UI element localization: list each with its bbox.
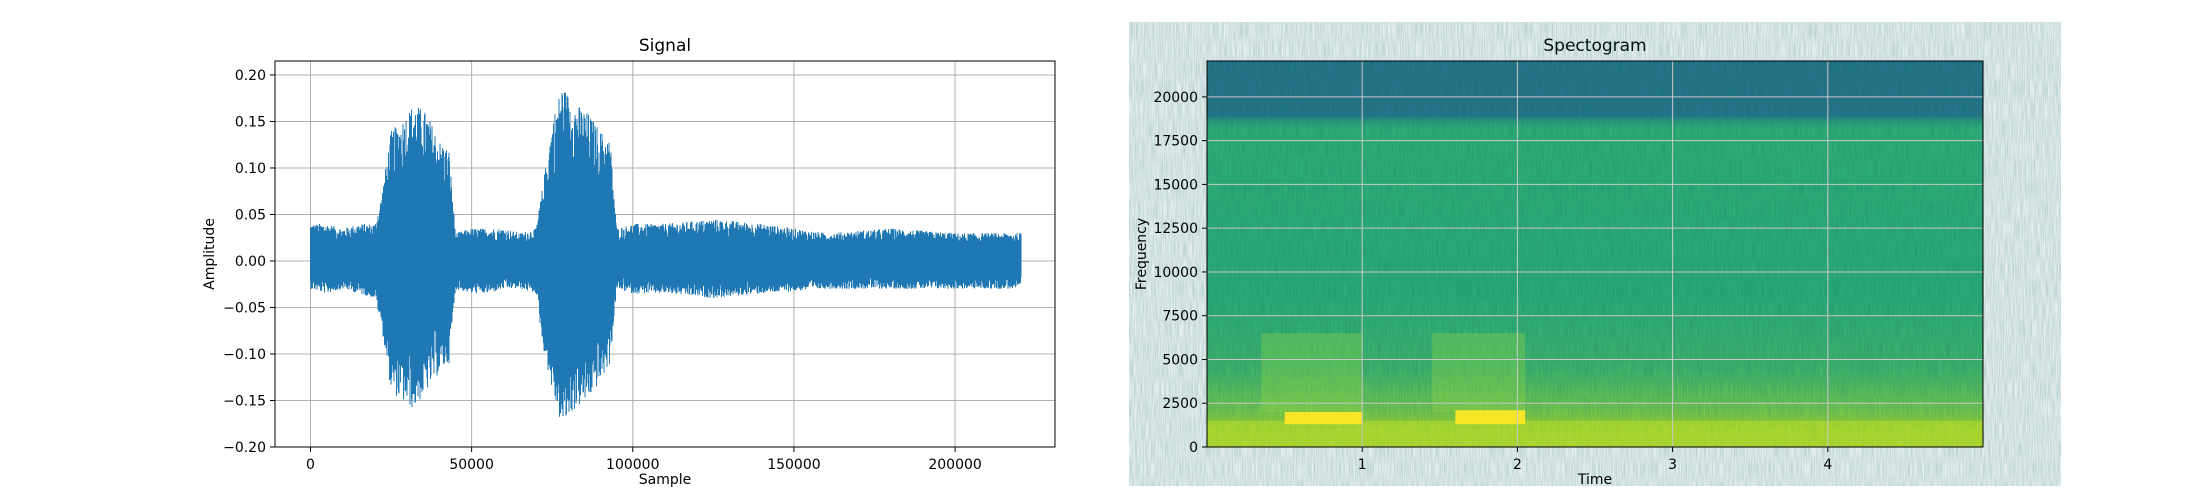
- spectrogram-y-tick-label: 5000: [1162, 352, 1198, 368]
- signal-x-axis: 0 50000 100000 150000 200000: [306, 447, 982, 473]
- signal-y-tick-label: 0.00: [235, 254, 266, 270]
- spectrogram-title: Spectogram: [1543, 36, 1646, 56]
- spectrogram-x-tick-label: 3: [1668, 457, 1677, 473]
- spectrogram-y-axis: 0 2500 5000 7500 10000 12500 15000 17500 20000: [1153, 90, 1207, 456]
- spectrogram-x-tick-label: 1: [1358, 457, 1367, 473]
- signal-y-tick-label: 0.05: [235, 207, 266, 223]
- spectrogram-hot-region: [1455, 410, 1526, 425]
- spectrogram-grid: [1207, 61, 1983, 448]
- signal-title: Signal: [639, 36, 691, 56]
- signal-waveform: [310, 92, 1022, 417]
- signal-y-tick-label: −0.20: [223, 440, 266, 456]
- signal-y-tick-label: −0.10: [223, 347, 266, 363]
- spectrogram-y-tick-label: 0: [1189, 440, 1198, 456]
- signal-y-label: Amplitude: [202, 218, 218, 290]
- spectrogram-harmonic-region: [1432, 333, 1526, 412]
- spectrogram-y-tick-label: 15000: [1153, 177, 1198, 193]
- spectrogram-image: [1207, 61, 1983, 447]
- signal-x-tick-label: 200000: [928, 457, 981, 473]
- spectrogram-y-label: Frequency: [1134, 218, 1150, 290]
- signal-x-tick-label: 50000: [449, 457, 494, 473]
- signal-x-tick-label: 100000: [606, 457, 659, 473]
- signal-y-tick-label: −0.15: [223, 393, 266, 409]
- spectrogram-hot-regions: [1207, 333, 1983, 447]
- signal-x-tick-label: 150000: [767, 457, 820, 473]
- spectrogram-y-tick-label: 12500: [1153, 221, 1198, 237]
- spectrogram-x-axis: 1 2 3 4: [1358, 447, 1832, 473]
- signal-chart: Signal 0 50000 100000 150000 200000 −0.20−0.…: [202, 36, 1056, 488]
- spectrogram-y-tick-label: 7500: [1162, 309, 1198, 325]
- spectrogram-low-band: [1207, 420, 1983, 447]
- spectrogram-x-tick-label: 4: [1823, 457, 1832, 473]
- spectrogram-y-tick-label: 20000: [1153, 90, 1198, 106]
- spectrogram-texture: [1207, 61, 1983, 447]
- spectrogram-harmonic-region: [1261, 333, 1363, 412]
- signal-axes-frame: [274, 60, 1056, 448]
- spectrogram-hot-region: [1284, 411, 1363, 425]
- signal-y-tick-label: 0.15: [235, 114, 266, 130]
- signal-y-axis: −0.20 −0.15 −0.10 −0.05 0.00 0.05 0.10 0.15 0.20: [223, 68, 275, 456]
- signal-x-tick-label: 0: [306, 457, 315, 473]
- spectrogram-x-label: Time: [1577, 472, 1612, 488]
- signal-y-tick-label: 0.20: [235, 68, 266, 84]
- spectrogram-x-tick-label: 2: [1513, 457, 1522, 473]
- spectrogram-axes-frame: [1206, 60, 1984, 448]
- spectrogram-y-tick-label: 2500: [1162, 396, 1198, 412]
- signal-waveform-path: [310, 92, 1022, 417]
- spectrogram-y-tick-label: 17500: [1153, 134, 1198, 150]
- signal-y-tick-label: −0.05: [223, 300, 266, 316]
- spectrogram-y-tick-label: 10000: [1153, 265, 1198, 281]
- signal-x-label: Sample: [639, 472, 692, 488]
- spectrogram-chart: Spectogram 1 2 3 4 0 2500 5000 7500 10000 12500 1…: [1134, 36, 1984, 488]
- signal-y-tick-label: 0.10: [235, 161, 266, 177]
